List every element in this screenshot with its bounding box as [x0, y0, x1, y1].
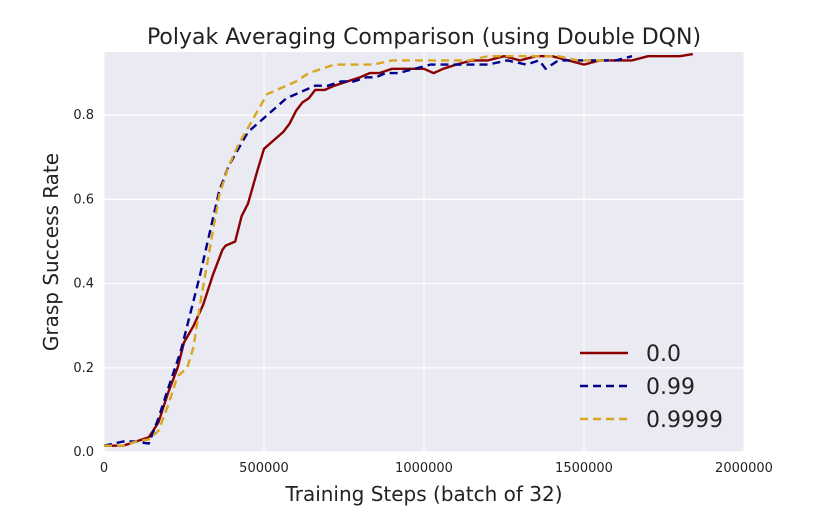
legend-label-0: 0.0: [646, 342, 681, 367]
x-tick-label: 500000: [239, 461, 289, 476]
x-tick-label: 0: [100, 461, 108, 476]
y-axis-label: Grasp Success Rate: [39, 153, 63, 351]
x-tick-label: 1000000: [395, 461, 453, 476]
x-ticks: 0 500000 1000000 1500000 2000000: [100, 461, 773, 476]
y-ticks: 0.0 0.2 0.4 0.6 0.8: [73, 108, 94, 460]
series-line-2: [104, 55, 610, 447]
x-axis-label: Training Steps (batch of 32): [284, 482, 562, 506]
legend-label-1: 0.99: [646, 375, 695, 400]
y-tick-label: 0.0: [73, 445, 94, 460]
x-tick-label: 2000000: [715, 461, 773, 476]
series-layer: [103, 52, 693, 447]
y-tick-label: 0.4: [73, 277, 94, 292]
y-tick-label: 0.2: [73, 361, 94, 376]
chart-title: Polyak Averaging Comparison (using Doubl…: [147, 25, 701, 50]
y-tick-label: 0.8: [73, 108, 94, 123]
y-tick-label: 0.6: [73, 192, 94, 207]
x-tick-label: 1500000: [555, 461, 613, 476]
legend: 0.0 0.99 0.9999: [580, 342, 723, 433]
series-line-1: [103, 55, 633, 447]
legend-label-2: 0.9999: [646, 408, 723, 433]
